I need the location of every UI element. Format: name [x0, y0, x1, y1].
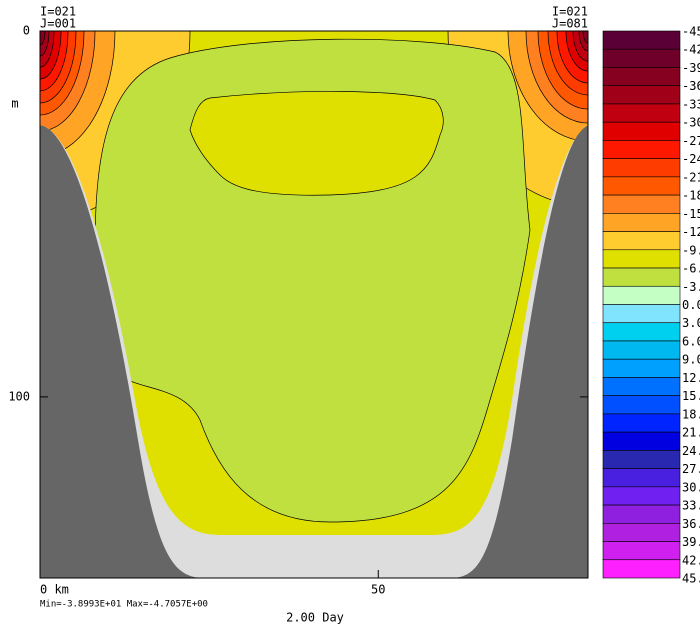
colorbar-swatch	[602, 486, 681, 506]
colorbar-swatch	[602, 377, 681, 396]
colorbar-swatch	[602, 121, 681, 141]
colorbar-swatch	[602, 85, 681, 105]
colorbar-label: -6.0	[682, 262, 700, 276]
colorbar-label: 27.0	[682, 462, 700, 476]
colorbar-label: -15.0	[682, 207, 700, 221]
x-tick-label: 0 km	[40, 583, 69, 597]
colorbar-swatch	[602, 541, 681, 561]
colorbar-label: -33.0	[682, 97, 700, 111]
colorbar-swatch	[602, 340, 681, 360]
colorbar-label: -39.0	[682, 61, 700, 75]
colorbar-swatch	[602, 468, 681, 488]
colorbar-label: -45.0	[682, 25, 700, 39]
colorbar-swatch	[602, 522, 681, 542]
colorbar-label: -24.0	[682, 152, 700, 166]
colorbar-label: 39.0	[682, 535, 700, 549]
colorbar-swatch	[602, 559, 681, 579]
colorbar-swatch	[602, 358, 681, 378]
y-tick-label: 100	[8, 389, 30, 403]
colorbar-swatch	[602, 450, 681, 469]
plot-frame	[39, 30, 589, 579]
x-tick-label: 50	[371, 583, 385, 597]
y-axis-label: m	[11, 97, 18, 111]
corner-label: I=021	[552, 5, 588, 19]
colorbar-label: 15.0	[682, 389, 700, 403]
colorbar-swatch	[602, 30, 681, 50]
colorbar-label: -27.0	[682, 134, 700, 148]
colorbar-label: -3.0	[682, 280, 700, 294]
colorbar-label: -18.0	[682, 189, 700, 203]
colorbar-swatch	[602, 285, 681, 305]
colorbar-swatch	[602, 304, 681, 324]
colorbar-label: -12.0	[682, 225, 700, 239]
contour-region	[189, 91, 444, 196]
colorbar-swatch	[602, 413, 681, 433]
colorbar-swatch	[602, 158, 681, 178]
corner-label: I=021	[40, 5, 76, 19]
colorbar-label: 18.0	[682, 407, 700, 421]
colorbar-swatch	[602, 504, 681, 524]
y-tick-label: 0	[23, 24, 30, 38]
colorbar-label: 0.0	[682, 298, 700, 312]
colorbar-label: 12.0	[682, 371, 700, 385]
colorbar-swatch	[602, 249, 681, 269]
colorbar-label: 24.0	[682, 444, 700, 458]
colorbar-label: -21.0	[682, 170, 700, 184]
colorbar-label: 3.0	[682, 316, 700, 330]
colorbar-swatch	[602, 213, 681, 232]
colorbar-swatch	[602, 431, 681, 451]
colorbar-label: 33.0	[682, 499, 700, 513]
colorbar-label: -30.0	[682, 116, 700, 130]
colorbar-label: 21.0	[682, 426, 700, 440]
colorbar-swatch	[602, 48, 681, 68]
colorbar-swatch	[602, 103, 681, 123]
colorbar-label: 42.0	[682, 553, 700, 567]
colorbar-swatch	[602, 231, 681, 251]
colorbar-label: -36.0	[682, 79, 700, 93]
contour-field	[40, 31, 588, 578]
colorbar-label: 30.0	[682, 480, 700, 494]
corner-label: J=001	[40, 17, 76, 31]
colorbar-swatch	[602, 176, 681, 196]
colorbar-swatch	[602, 194, 681, 214]
colorbar-swatch	[602, 140, 681, 159]
colorbar-swatch	[602, 67, 681, 87]
min-max: Min=-3.8993E+01 Max=-4.7057E+00	[40, 600, 208, 610]
colorbar-label: 36.0	[682, 517, 700, 531]
colorbar-label: -9.0	[682, 243, 700, 257]
colorbar-swatch	[602, 267, 681, 287]
colorbar-label: 9.0	[682, 353, 700, 367]
corner-label: J=081	[552, 17, 588, 31]
colorbar-label: 45.0	[682, 572, 700, 586]
time-label: 2.00 Day	[286, 611, 344, 625]
colorbar-label: 6.0	[682, 334, 700, 348]
colorbar-swatch	[602, 322, 681, 342]
colorbar-label: -42.0	[682, 43, 700, 57]
colorbar-swatch	[602, 395, 681, 415]
